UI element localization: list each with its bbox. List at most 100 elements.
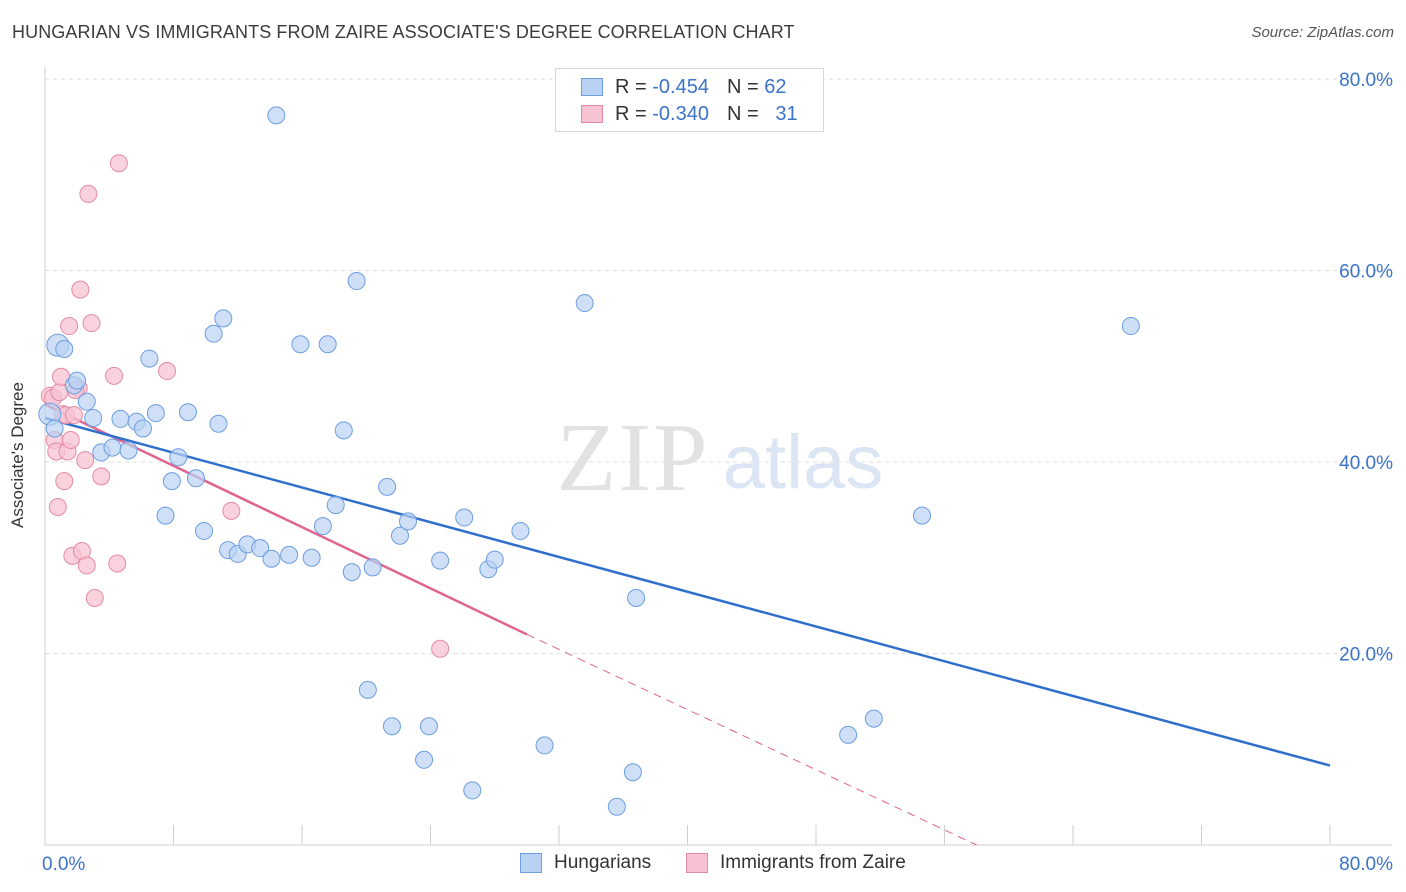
zaire-point — [108, 554, 127, 573]
hungarians-point — [156, 506, 175, 525]
hungarians-point — [485, 550, 504, 569]
hungarians-point — [382, 717, 401, 736]
zaire-swatch — [581, 105, 603, 123]
zaire-point — [92, 467, 111, 486]
zaire-point — [79, 184, 98, 203]
watermark-zip: ZIP — [557, 404, 710, 512]
hungarians-point — [209, 414, 228, 433]
hungarians-trendline — [44, 416, 1331, 767]
hungarians-r-value: -0.454 — [652, 75, 709, 98]
hungarians-trendline-solid — [44, 416, 1331, 767]
zaire-trendline-dashed — [526, 633, 977, 846]
hungarians-point — [45, 419, 64, 438]
hungarians-point — [169, 448, 188, 467]
zaire-point — [64, 406, 83, 425]
hungarians-point — [607, 797, 626, 816]
zaire-point — [158, 362, 177, 381]
hungarians-point — [575, 294, 594, 313]
hungarians-point — [302, 548, 321, 567]
hungarians-point — [511, 521, 530, 540]
legend-item-zaire[interactable]: Immigrants from Zaire — [686, 852, 906, 874]
zaire-point — [109, 154, 128, 173]
zaire-legend-label: Immigrants from Zaire — [720, 852, 906, 873]
hungarians-point — [535, 736, 554, 755]
y-tick-label: 40.0% — [1339, 453, 1393, 474]
hungarians-points — [38, 106, 1140, 816]
hungarians-point — [251, 539, 270, 558]
hungarians-point — [280, 545, 299, 564]
grid-lines — [45, 78, 1392, 654]
hungarians-point — [913, 506, 932, 525]
chart-title: HUNGARIAN VS IMMIGRANTS FROM ZAIRE ASSOC… — [12, 22, 795, 42]
hungarians-point — [146, 404, 165, 423]
hungarians-point — [186, 469, 205, 488]
zaire-point — [48, 498, 67, 517]
hungarians-point — [334, 421, 353, 440]
zaire-point — [55, 472, 74, 491]
n-label: N = — [726, 75, 759, 98]
hungarians-point — [864, 709, 883, 728]
hungarians-point — [84, 408, 103, 427]
hungarians-point — [55, 340, 74, 359]
hungarians-point — [1121, 317, 1140, 336]
hungarians-point — [347, 272, 366, 291]
hungarians-point — [68, 371, 87, 390]
series-legend: Hungarians Immigrants from Zaire — [0, 852, 1406, 878]
zaire-point — [61, 430, 80, 449]
hungarians-point — [390, 526, 409, 545]
hungarians-point — [195, 521, 214, 540]
hungarians-point — [204, 324, 223, 343]
hungarians-point — [262, 549, 281, 568]
hungarians-legend-swatch — [520, 853, 542, 873]
hungarians-point — [455, 508, 474, 527]
zaire-point — [76, 451, 95, 470]
hungarians-legend-label: Hungarians — [554, 852, 652, 873]
zaire-r-value: -0.340 — [652, 102, 709, 125]
tick-labels: 20.0% 40.0% 60.0% 80.0% 0.0% 80.0% — [42, 70, 1393, 875]
watermark-atlas: atlas — [723, 420, 884, 505]
hungarians-n-value: 62 — [764, 75, 787, 98]
zaire-point — [77, 556, 96, 575]
zaire-trendline-solid — [44, 403, 528, 636]
hungarians-point — [399, 512, 418, 531]
hungarians-point — [623, 763, 642, 782]
y-axis-label: Associate's Degree — [8, 382, 27, 528]
hungarians-point — [291, 335, 310, 354]
hungarians-point — [267, 106, 286, 125]
zaire-n-value: 31 — [775, 102, 798, 125]
zaire-legend-swatch — [686, 853, 708, 873]
hungarians-swatch — [581, 78, 603, 96]
r-label: R = — [615, 102, 647, 125]
hungarians-point — [378, 477, 397, 496]
hungarians-point — [342, 563, 361, 582]
zaire-point — [105, 366, 124, 385]
zaire-point — [60, 317, 79, 336]
hungarians-point — [162, 472, 181, 491]
hungarians-point — [313, 517, 332, 536]
legend-item-hungarians[interactable]: Hungarians — [520, 852, 651, 874]
hungarians-point — [363, 558, 382, 577]
hungarians-point — [318, 335, 337, 354]
zaire-point — [222, 501, 241, 520]
zaire-points — [40, 154, 450, 658]
hungarians-point — [415, 750, 434, 769]
hungarians-point — [839, 725, 858, 744]
x-tick-label: 80.0% — [1339, 854, 1393, 875]
n-label: N = — [726, 102, 759, 125]
zaire-point — [85, 588, 104, 607]
hungarians-point — [463, 781, 482, 800]
hungarians-point — [214, 309, 233, 328]
hungarians-point — [103, 438, 122, 457]
axes — [44, 67, 1392, 846]
hungarians-point — [77, 392, 96, 411]
y-tick-label: 80.0% — [1339, 70, 1393, 91]
hungarians-point — [326, 496, 345, 515]
r-label: R = — [615, 75, 647, 98]
legend-row-zaire: R = -0.340 N = 31 — [581, 102, 798, 126]
hungarians-point — [627, 588, 646, 607]
hungarians-point — [431, 551, 450, 570]
hungarians-point — [178, 403, 197, 422]
zaire-point — [71, 280, 90, 299]
hungarians-point — [133, 419, 152, 438]
